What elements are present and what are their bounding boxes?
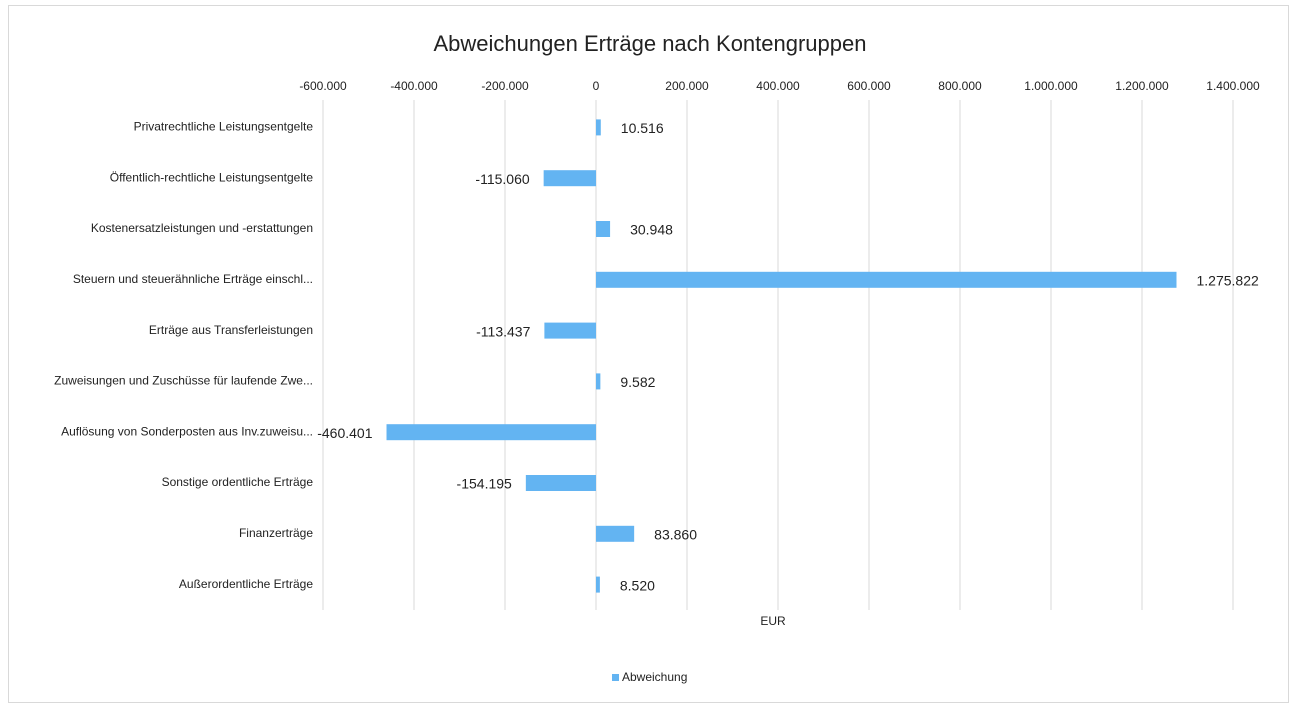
- x-tick-label: -200.000: [481, 79, 529, 93]
- y-tick-label: Erträge aus Transferleistungen: [149, 323, 313, 337]
- data-label: -460.401: [317, 425, 372, 441]
- bar: [543, 170, 596, 187]
- data-label: 8.520: [620, 577, 655, 593]
- data-label: 9.582: [620, 374, 655, 390]
- chart-title: Abweichungen Erträge nach Kontengruppen: [434, 31, 867, 56]
- x-tick-label: 200.000: [665, 79, 709, 93]
- data-label: 10.516: [621, 120, 664, 136]
- bar: [525, 475, 596, 491]
- x-tick-label: 1.400.000: [1206, 79, 1260, 93]
- bar: [544, 322, 596, 339]
- y-tick-label: Außerordentliche Erträge: [179, 577, 313, 591]
- y-tick-label: Zuweisungen und Zuschüsse für laufende Z…: [54, 374, 313, 388]
- y-tick-label: Finanzerträge: [239, 526, 313, 540]
- chart-frame: [8, 5, 1289, 703]
- y-tick-label: Steuern und steuerähnliche Erträge einsc…: [73, 272, 313, 286]
- x-axis-label: EUR: [760, 614, 786, 628]
- y-tick-label: Privatrechtliche Leistungsentgelte: [134, 120, 314, 134]
- y-tick-label: Öffentlich-rechtliche Leistungsentgelte: [110, 170, 314, 184]
- legend-label: Abweichung: [622, 670, 687, 684]
- data-label: -154.195: [457, 476, 512, 492]
- legend-swatch: [612, 674, 619, 681]
- y-tick-label: Auflösung von Sonderposten aus Inv.zuwei…: [61, 424, 313, 438]
- x-tick-label: 600.000: [847, 79, 891, 93]
- x-tick-label: -400.000: [390, 79, 438, 93]
- bar: [596, 271, 1177, 288]
- x-tick-label: 1.000.000: [1024, 79, 1078, 93]
- data-label: -115.060: [475, 171, 529, 187]
- bar: [596, 576, 600, 593]
- bar: [386, 424, 596, 441]
- x-tick-label: 800.000: [938, 79, 982, 93]
- bar: [596, 525, 635, 542]
- bar: [596, 119, 601, 136]
- x-tick-label: 400.000: [756, 79, 800, 93]
- data-label: 83.860: [654, 527, 697, 543]
- data-label: 30.948: [630, 222, 673, 238]
- bar: [596, 221, 611, 237]
- data-label: -113.437: [476, 323, 530, 339]
- data-label: 1.275.822: [1196, 273, 1258, 289]
- x-tick-label: 0: [593, 79, 600, 93]
- bar: [596, 373, 601, 390]
- y-tick-label: Kostenersatzleistungen und -erstattungen: [91, 221, 313, 235]
- x-tick-label: -600.000: [299, 79, 347, 93]
- x-tick-label: 1.200.000: [1115, 79, 1169, 93]
- y-tick-label: Sonstige ordentliche Erträge: [162, 475, 314, 489]
